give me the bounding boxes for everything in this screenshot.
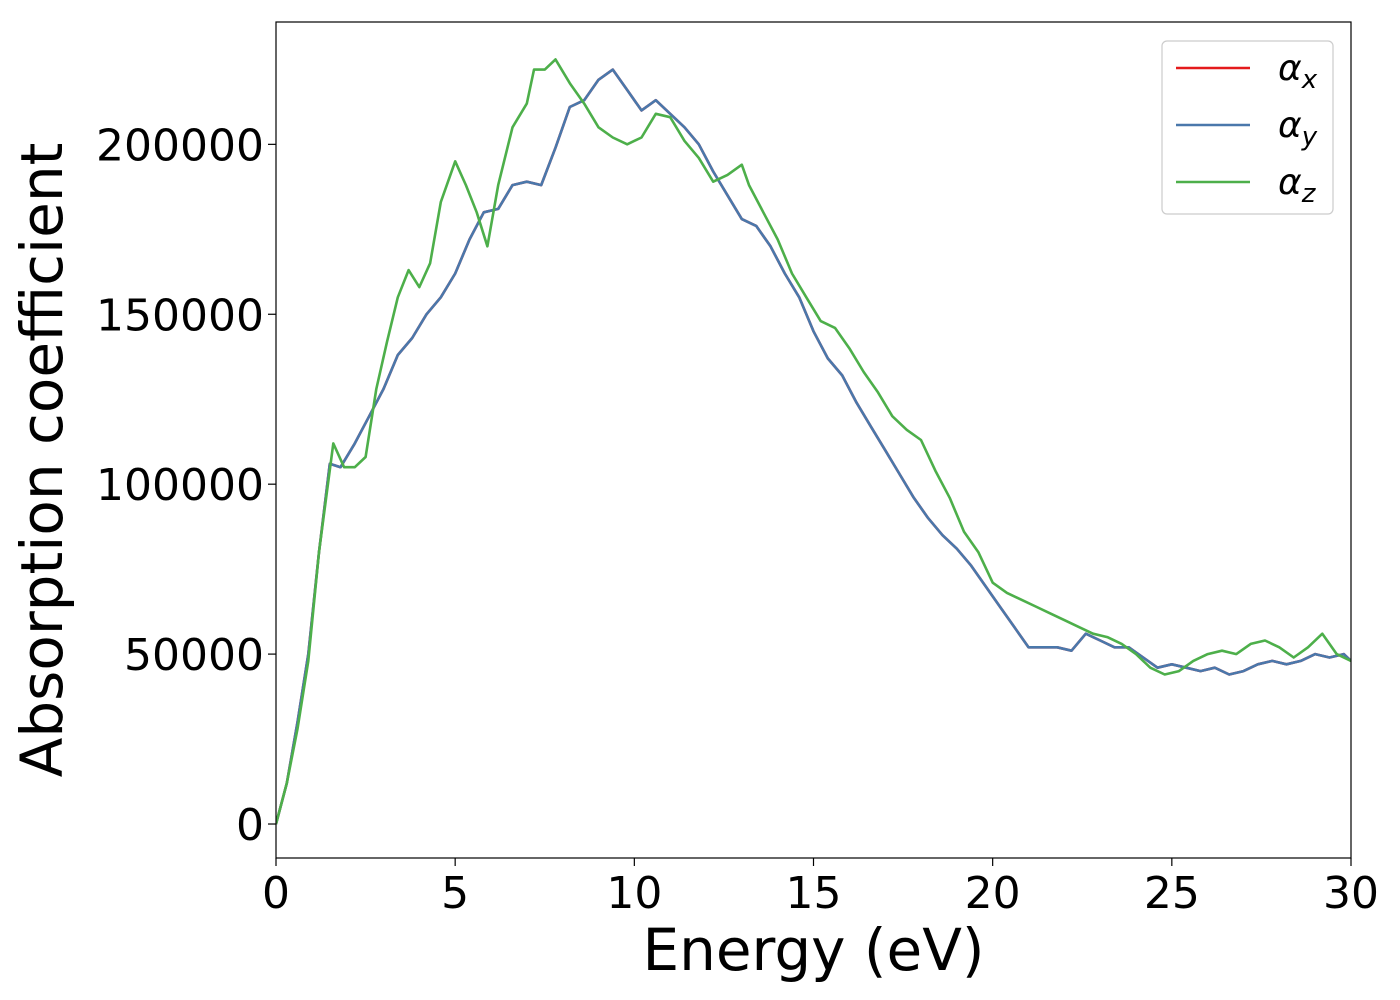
x-tick-label: 15	[786, 868, 842, 919]
y-tick-label: 100000	[96, 460, 264, 511]
series-line-y	[276, 68, 1351, 825]
y-tick-label: 150000	[96, 290, 264, 341]
x-tick-label: 0	[262, 868, 290, 919]
y-tick-label: 0	[236, 800, 264, 851]
legend-label-y: αy	[1278, 105, 1318, 152]
legend-label-z: αz	[1278, 162, 1317, 209]
y-tick-label: 200000	[96, 120, 264, 171]
series-layer	[276, 58, 1351, 825]
x-axis-title: Energy (eV)	[642, 916, 984, 984]
x-tick-label: 5	[441, 868, 469, 919]
legend-box	[1161, 40, 1334, 215]
x-tick-label: 25	[1144, 868, 1200, 919]
series-line-z	[276, 58, 1351, 825]
x-tick-label: 30	[1323, 868, 1379, 919]
x-axis-ticks: 0 5 10 15 20 25 30	[262, 858, 1379, 919]
legend: αx αy αz	[1161, 40, 1334, 215]
x-tick-label: 20	[965, 868, 1021, 919]
y-axis-title: Absorption coefficient	[8, 143, 76, 778]
y-axis-ticks: 0 50000 100000 150000 200000	[96, 120, 276, 851]
y-tick-label: 50000	[124, 630, 264, 681]
legend-label-x: αx	[1278, 48, 1318, 95]
x-tick-label: 10	[606, 868, 662, 919]
